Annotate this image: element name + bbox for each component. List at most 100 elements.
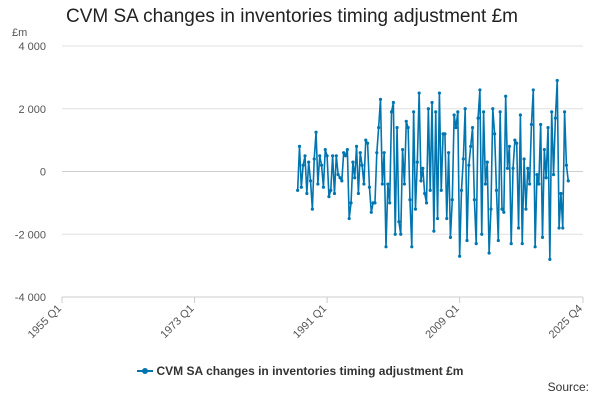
data-point <box>443 132 447 136</box>
data-point <box>362 182 366 186</box>
x-tick-label: 2025 Q4 <box>547 303 585 341</box>
data-point <box>351 160 355 164</box>
data-point <box>319 163 324 167</box>
chart-title: CVM SA changes in inventories timing adj… <box>66 6 518 27</box>
data-point <box>417 91 421 95</box>
data-point <box>518 113 523 117</box>
data-point <box>423 191 427 196</box>
data-point <box>340 179 344 183</box>
y-tick-label: -4 000 <box>15 292 46 304</box>
data-point <box>382 151 386 155</box>
data-point <box>415 160 419 164</box>
data-point <box>388 201 392 205</box>
data-point <box>329 188 333 192</box>
data-point <box>465 238 469 243</box>
data-point <box>410 245 414 249</box>
legend-series-swatch <box>136 366 153 376</box>
data-point <box>531 88 535 92</box>
data-point <box>316 182 320 186</box>
data-point <box>336 173 340 177</box>
series-line <box>296 79 570 261</box>
data-point <box>424 201 429 205</box>
legend-series-label: CVM SA changes in inventories timing adj… <box>156 364 464 378</box>
data-point <box>314 130 318 134</box>
data-point <box>369 210 373 214</box>
data-point <box>476 116 480 120</box>
data-point <box>561 226 565 230</box>
data-point <box>511 166 515 170</box>
data-point <box>505 166 510 170</box>
data-point <box>507 144 511 148</box>
data-point <box>474 242 478 246</box>
chart-legend: CVM SA changes in inventories timing adj… <box>0 364 600 378</box>
data-point <box>367 185 372 189</box>
data-point <box>458 254 462 258</box>
data-point <box>472 198 476 202</box>
data-point <box>435 216 440 221</box>
data-point <box>557 226 561 230</box>
x-tick-label: 1991 Q1 <box>291 303 329 341</box>
data-point <box>447 151 451 155</box>
data-point <box>539 122 543 127</box>
data-point <box>430 100 434 105</box>
data-point <box>542 147 546 152</box>
data-point <box>434 110 438 114</box>
data-point <box>353 176 357 180</box>
data-point <box>318 154 322 158</box>
data-point <box>445 216 449 221</box>
data-point <box>469 144 473 148</box>
data-point <box>535 173 539 177</box>
data-point <box>485 160 489 164</box>
data-point <box>502 210 506 214</box>
y-tick-label: 2 000 <box>18 104 46 116</box>
data-point <box>343 154 348 158</box>
data-point <box>393 232 397 236</box>
data-point <box>349 201 353 205</box>
data-point <box>331 154 335 158</box>
data-point <box>481 110 486 114</box>
data-point <box>301 163 305 167</box>
data-point <box>513 138 517 142</box>
data-point <box>384 245 388 249</box>
data-point <box>307 160 311 164</box>
data-point <box>467 163 471 167</box>
data-point <box>494 188 499 192</box>
data-point <box>432 229 436 233</box>
data-point <box>470 125 475 130</box>
data-point <box>354 144 359 148</box>
data-point <box>559 191 563 196</box>
data-point <box>551 173 556 177</box>
data-point <box>450 198 454 202</box>
data-point <box>419 179 423 183</box>
data-point <box>400 147 405 152</box>
data-point <box>406 125 410 130</box>
data-point <box>520 242 524 246</box>
data-point <box>448 235 453 239</box>
data-point <box>338 176 342 180</box>
data-point <box>308 179 313 183</box>
data-point <box>504 94 508 98</box>
data-point <box>533 245 537 249</box>
data-point <box>378 97 383 101</box>
data-point <box>296 188 300 192</box>
data-point <box>380 182 384 186</box>
data-point <box>566 179 570 183</box>
data-point <box>461 157 465 161</box>
data-point <box>297 144 302 148</box>
data-point <box>323 147 327 152</box>
data-point <box>321 185 326 189</box>
data-point <box>454 125 458 130</box>
data-point <box>347 216 351 221</box>
data-point <box>408 198 412 202</box>
data-point <box>412 110 416 114</box>
data-point <box>522 157 526 161</box>
data-point <box>391 100 395 105</box>
data-point <box>452 113 456 117</box>
data-point <box>395 125 399 130</box>
data-point <box>562 110 567 114</box>
data-point <box>373 201 377 205</box>
source-label: Source: <box>547 380 589 394</box>
data-point <box>426 107 430 111</box>
data-point <box>421 166 425 170</box>
data-point <box>550 110 554 114</box>
